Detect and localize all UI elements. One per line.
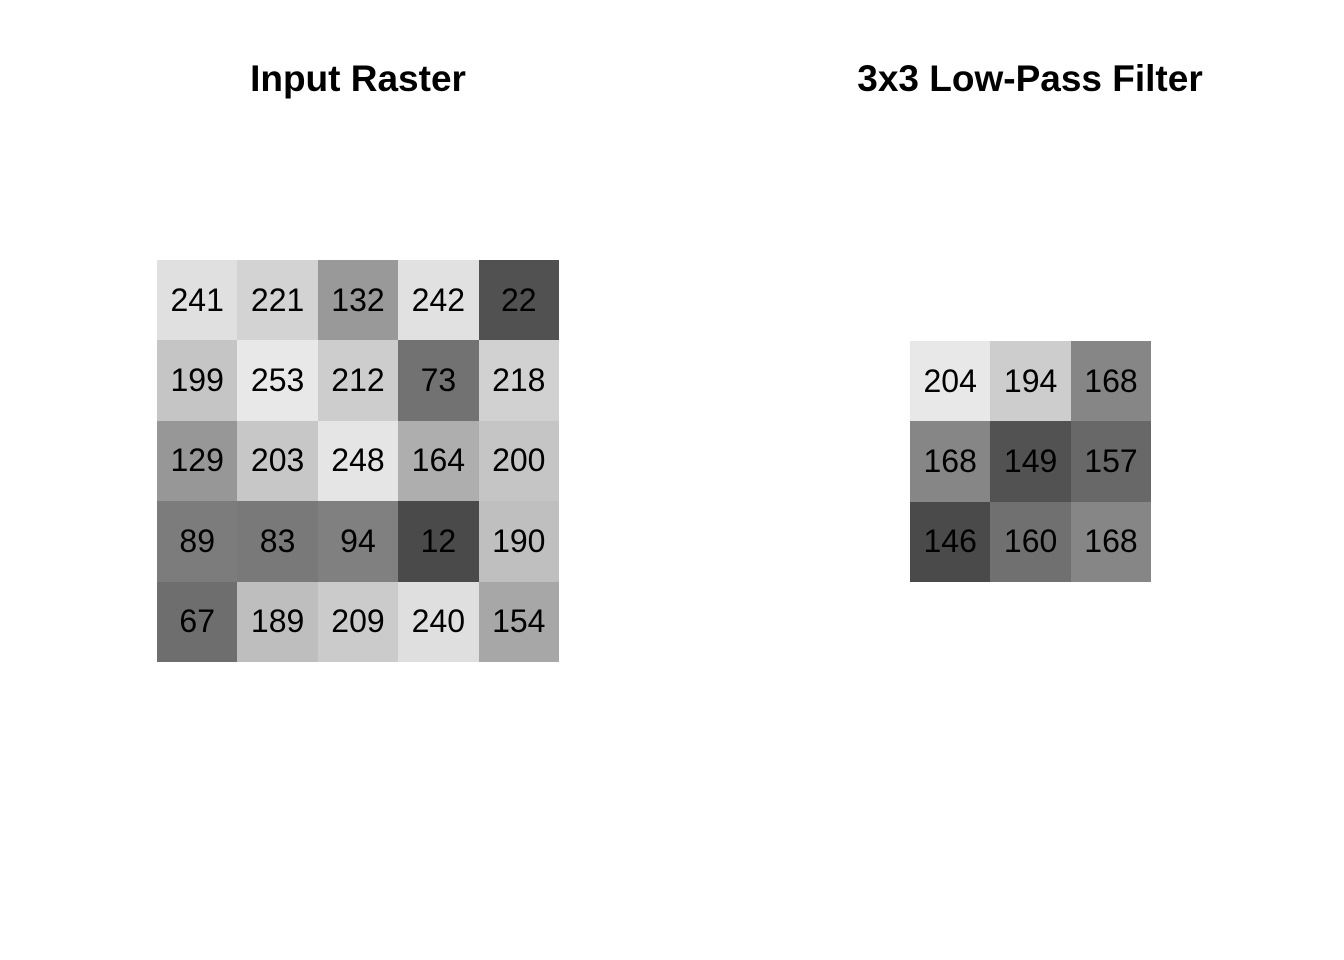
raster-cell: 200 [478,420,559,502]
raster-cell: 94 [317,501,399,582]
raster-cell: 168 [910,421,991,502]
raster-cell: 67 [157,581,238,662]
raster-cell: 203 [237,420,318,502]
raster-cell: 83 [237,501,318,582]
low-pass-filter-title: 3x3 Low-Pass Filter [857,58,1203,99]
raster-cell: 149 [990,421,1071,502]
raster-cell: 212 [317,340,399,421]
raster-cell: 157 [1070,421,1152,502]
raster-cell: 146 [910,501,991,583]
raster-cell: 253 [237,340,318,421]
input-raster-title: Input Raster [250,58,466,99]
raster-cell: 240 [398,581,479,662]
low-pass-filter-grid: 204 194 168 168 149 157 146 160 168 [910,341,1152,583]
raster-cell: 160 [990,501,1071,583]
raster-cell: 22 [478,260,559,341]
raster-cell: 241 [157,260,238,341]
raster-cell: 242 [398,260,479,341]
input-raster-grid: 241 221 132 242 22 199 253 212 73 218 129 203 248 164… [157,260,559,662]
raster-cell: 132 [317,260,399,341]
raster-cell: 194 [990,341,1071,422]
raster-cell: 209 [317,581,399,662]
raster-cell: 248 [317,420,399,502]
raster-cell: 168 [1070,341,1152,422]
raster-cell: 190 [478,501,559,582]
raster-cell: 189 [237,581,318,662]
raster-cell: 129 [157,420,238,502]
raster-cell: 221 [237,260,318,341]
raster-cell: 164 [398,420,479,502]
raster-cell: 89 [157,501,238,582]
raster-cell: 73 [398,340,479,421]
raster-cell: 199 [157,340,238,421]
raster-cell: 168 [1070,501,1152,583]
raster-cell: 204 [910,341,991,422]
raster-cell: 154 [478,581,559,662]
raster-cell: 12 [398,501,479,582]
raster-cell: 218 [478,340,559,421]
